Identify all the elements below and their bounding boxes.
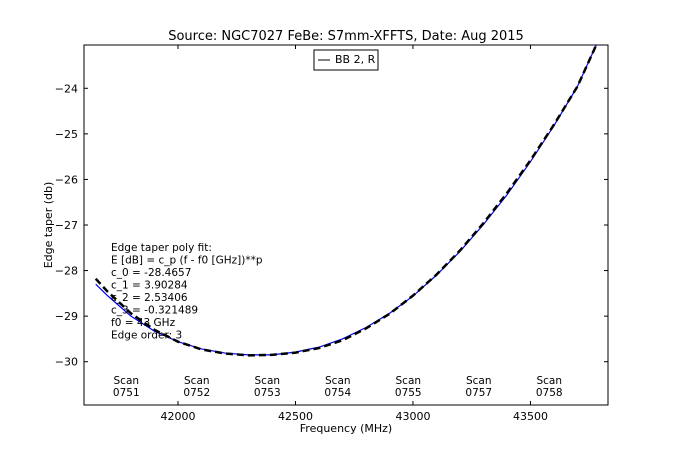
- y-tick-label: −27: [55, 219, 78, 232]
- y-tick-label: −25: [55, 128, 78, 141]
- x-tick-label: 42000: [160, 410, 195, 423]
- annotation-line: c_1 = 3.90284: [111, 280, 188, 292]
- annotation-line: c_0 = -28.4657: [111, 267, 191, 279]
- scan-label-number: 0751: [113, 387, 140, 399]
- scan-label-title: Scan: [466, 375, 492, 387]
- scan-label-number: 0757: [465, 387, 492, 399]
- scan-label-title: Scan: [184, 375, 210, 387]
- scan-labels: Scan0751Scan0752Scan0753Scan0754Scan0755…: [113, 375, 563, 399]
- scan-label-title: Scan: [396, 375, 422, 387]
- series-layer: [94, 44, 598, 357]
- y-tick-label: −28: [55, 265, 78, 278]
- fit-annotation: Edge taper poly fit:E [dB] = c_p (f - f0…: [111, 242, 263, 342]
- y-tick-label: −30: [55, 356, 78, 369]
- fit-series-line: [94, 44, 598, 357]
- annotation-line: c_3 = -0.321489: [111, 305, 198, 317]
- scan-label-number: 0752: [183, 387, 210, 399]
- plot-area: [83, 44, 609, 406]
- annotation-line: Edge order: 3: [111, 330, 182, 342]
- x-tick-label: 42500: [278, 410, 313, 423]
- y-tick-label: −24: [55, 82, 78, 95]
- annotation-line: Edge taper poly fit:: [111, 242, 212, 254]
- scan-label-number: 0758: [536, 387, 563, 399]
- scan-label-title: Scan: [325, 375, 351, 387]
- y-tick-label: −26: [55, 173, 78, 186]
- scan-label-title: Scan: [255, 375, 281, 387]
- scan-label-number: 0753: [254, 387, 281, 399]
- x-axis-label: Frequency (MHz): [300, 422, 392, 435]
- scan-label-title: Scan: [536, 375, 562, 387]
- x-tick-label: 43500: [513, 410, 548, 423]
- x-tick-label: 43000: [395, 410, 430, 423]
- scan-label-number: 0755: [395, 387, 422, 399]
- annotation-line: E [dB] = c_p (f - f0 [GHz])**p: [111, 255, 263, 267]
- annotation-line: f0 = 43 GHz: [111, 317, 176, 329]
- y-tick-label: −29: [55, 310, 78, 323]
- x-axis-ticks: 42000 42500 43000 43500: [160, 45, 548, 423]
- y-axis-ticks: −30 −29 −28 −27 −26 −25 −24: [55, 82, 608, 369]
- legend: BB 2, R: [313, 49, 379, 71]
- scan-label-title: Scan: [114, 375, 140, 387]
- annotation-line: c_2 = 2.53406: [111, 292, 188, 304]
- legend-entry-label: BB 2, R: [335, 53, 376, 66]
- scan-label-number: 0754: [324, 387, 351, 399]
- legend-box: [313, 49, 379, 71]
- chart-title: Source: NGC7027 FeBe: S7mm-XFFTS, Date: …: [168, 29, 524, 44]
- y-axis-label: Edge taper (db): [42, 182, 55, 269]
